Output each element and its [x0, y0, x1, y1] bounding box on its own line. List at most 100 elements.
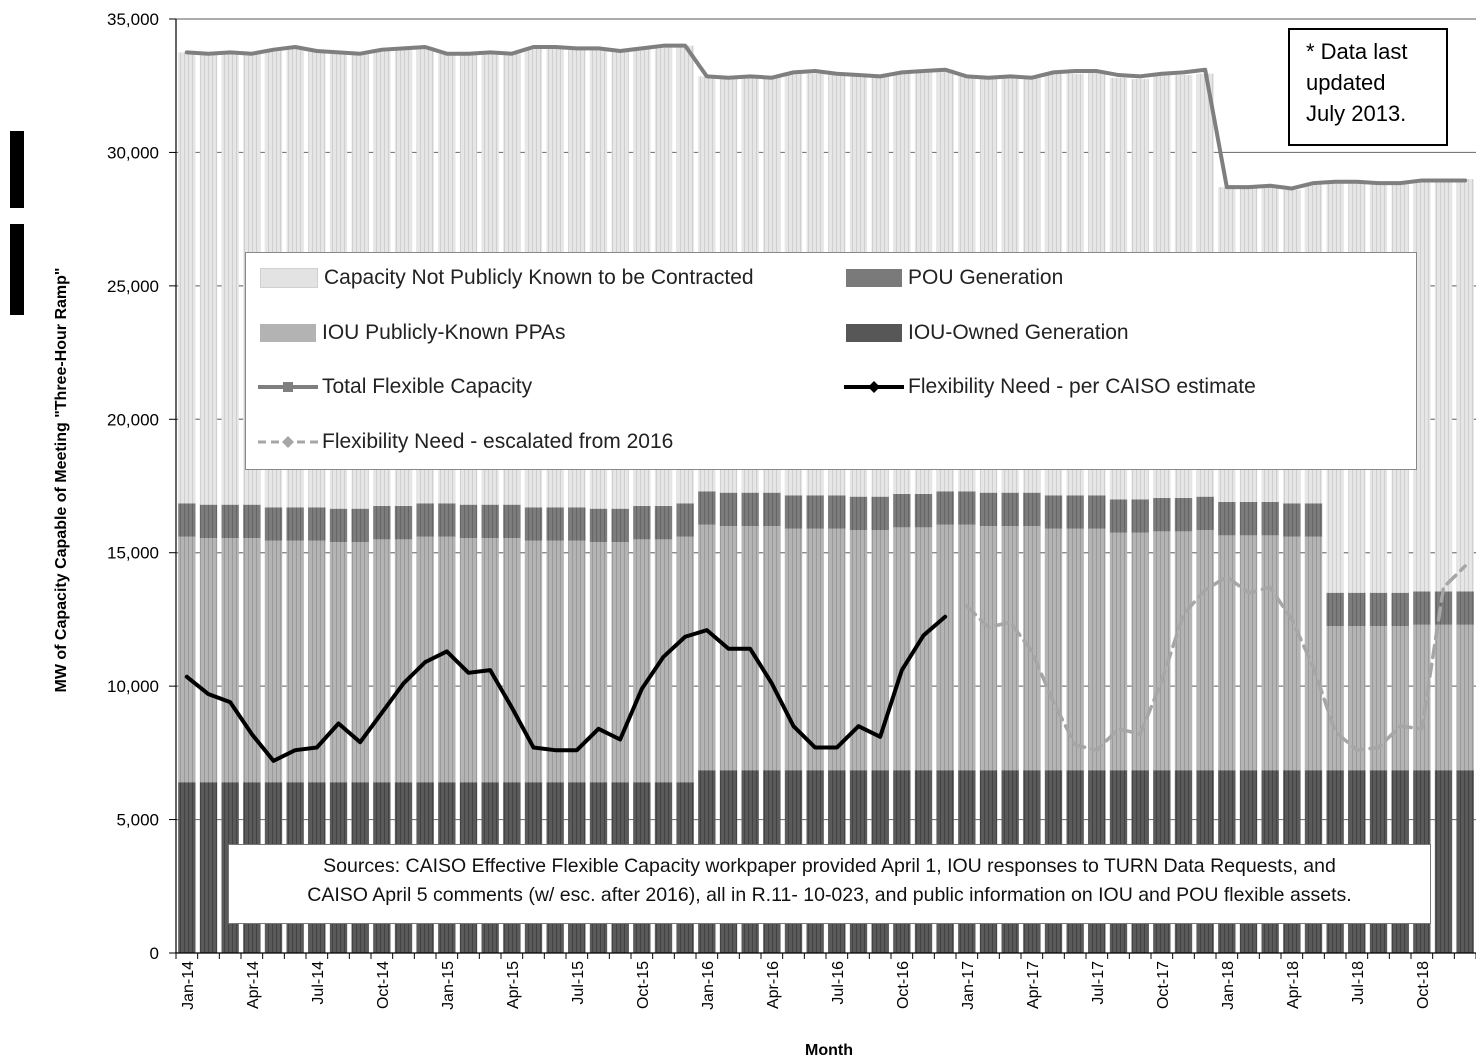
bar-segment-iou-ppa: [1391, 626, 1409, 771]
x-tick-label: Jul-15: [570, 961, 587, 1005]
bar-segment-pou: [308, 507, 326, 541]
bar-segment-iou-ppa: [1001, 526, 1019, 771]
bar-segment-iou-ppa: [1109, 532, 1128, 771]
bar-segment-iou-ppa: [1434, 624, 1453, 771]
bar-segment-iou-ppa: [698, 524, 716, 771]
legend-item-iou-owned: IOU-Owned Generation: [846, 320, 1129, 346]
bar-segment-iou-ppa: [1239, 535, 1258, 771]
bar-segment-iou-ppa: [914, 527, 933, 771]
bar-segment-iou-owned: [1434, 770, 1453, 953]
bar-segment-pou: [546, 507, 564, 541]
x-tick-label: Apr-15: [505, 961, 522, 1009]
bar-segment-iou-ppa: [633, 539, 651, 783]
x-tick-label: Oct-16: [895, 961, 912, 1009]
bar-segment-pou: [1218, 502, 1236, 536]
bar-segment-pou: [481, 504, 499, 539]
bar-segment-pou: [828, 495, 846, 529]
bar-segment-iou-ppa: [503, 538, 521, 783]
bar-segment-not-contracted: [1413, 180, 1431, 592]
bar-segment-iou-ppa: [1066, 528, 1084, 771]
bar-segment-pou: [1413, 591, 1431, 625]
bar-segment-not-contracted: [1434, 179, 1453, 592]
bar-segment-iou-ppa: [654, 539, 673, 783]
bar-segment-iou-ppa: [416, 536, 434, 783]
bar-segment-pou: [784, 495, 803, 529]
bar-segment-pou: [1023, 492, 1041, 527]
y-tick-label: 20,000: [107, 410, 159, 429]
x-tick-label: Oct-18: [1415, 961, 1432, 1009]
x-tick-label: Jan-16: [700, 961, 717, 1010]
bar-segment-pou: [914, 494, 933, 528]
bar-segment-iou-ppa: [871, 530, 889, 771]
bar-segment-pou: [568, 507, 586, 541]
legend-label-need-escalated: Flexibility Need - escalated from 2016: [322, 430, 674, 453]
bar-segment-pou: [958, 491, 976, 525]
bar-segment-pou: [1088, 495, 1106, 529]
bar-segment-iou-ppa: [264, 540, 283, 783]
bar-segment-iou-ppa: [936, 524, 954, 771]
bar-segment-not-contracted: [1456, 179, 1474, 592]
bar-segment-iou-ppa: [1283, 536, 1301, 771]
x-tick-label: Apr-14: [245, 961, 262, 1009]
bar-segment-iou-ppa: [806, 528, 824, 771]
bar-segment-pou: [633, 506, 651, 540]
legend-item-need-caiso: Flexibility Need - per CAISO estimate: [844, 374, 1256, 400]
bar-segment-iou-ppa: [1153, 531, 1171, 771]
bar-segment-pou: [1109, 499, 1128, 533]
bar-segment-iou-ppa: [199, 538, 218, 783]
bar-segment-iou-owned: [1456, 770, 1474, 953]
bar-segment-iou-ppa: [1348, 626, 1366, 771]
x-axis-title: Month: [805, 1042, 853, 1059]
legend-item-total: Total Flexible Capacity: [258, 374, 532, 400]
bar-segment-iou-ppa: [849, 530, 868, 771]
bar-segment-iou-ppa: [373, 539, 391, 783]
bar-segment-iou-ppa: [958, 524, 976, 771]
bar-segment-pou: [676, 503, 694, 537]
bar-segment-pou: [373, 506, 391, 540]
bar-segment-iou-ppa: [1326, 626, 1344, 771]
bar-segment-pou: [1326, 592, 1344, 627]
bar-segment-pou: [243, 504, 261, 539]
bar-segment-iou-ppa: [481, 538, 499, 783]
sources-note: Sources: CAISO Effective Flexible Capaci…: [228, 844, 1431, 924]
bar-segment-iou-ppa: [1456, 624, 1474, 771]
bar-segment-pou: [1283, 503, 1301, 537]
bar-segment-iou-ppa: [438, 536, 456, 783]
bar-segment-iou-ppa: [1413, 624, 1431, 771]
y-tick-label: 30,000: [107, 143, 159, 162]
bar-segment-iou-ppa: [243, 538, 261, 783]
bar-segment-pou: [178, 503, 196, 537]
bar-segment-iou-ppa: [1369, 626, 1388, 771]
line-total: [184, 43, 1468, 191]
x-tick-label: Apr-16: [765, 961, 782, 1009]
bar-segment-pou: [1066, 495, 1084, 529]
bar-segment-not-contracted: [178, 52, 196, 504]
legend-label-pou: POU Generation: [908, 266, 1064, 289]
line-need-escalated: [965, 564, 1467, 752]
bar-segment-iou-ppa: [676, 536, 694, 783]
bar-segment-iou-ppa: [1023, 526, 1041, 771]
bar-segment-pou: [719, 492, 738, 527]
series-lines: [184, 43, 1468, 763]
bar-segment-iou-ppa: [524, 540, 543, 783]
y-tick-label: 10,000: [107, 677, 159, 696]
legend-swatch-not-contracted: [260, 268, 318, 288]
bar-segment-pou: [1456, 591, 1474, 625]
bar-segment-pou: [1174, 498, 1193, 532]
redaction-bar-bottom: [10, 224, 24, 315]
bar-segment-iou-owned: [199, 782, 218, 953]
legend: Capacity Not Publicly Known to be Contra…: [245, 252, 1417, 470]
x-tick-label: Apr-17: [1025, 961, 1042, 1009]
bar-segment-pou: [611, 508, 629, 543]
legend-label-iou-owned: IOU-Owned Generation: [908, 321, 1129, 344]
note-line-2: updated: [1306, 70, 1386, 95]
bar-segment-pou: [1304, 503, 1323, 537]
legend-label-total: Total Flexible Capacity: [322, 375, 533, 398]
bar-segment-pou: [329, 508, 348, 543]
bar-segment-iou-ppa: [394, 539, 413, 783]
bar-segment-pou: [459, 504, 478, 539]
sources-line-1: Sources: CAISO Effective Flexible Capaci…: [323, 855, 1336, 877]
x-tick-label: Jan-17: [960, 961, 977, 1010]
x-tick-label: Jul-17: [1090, 961, 1107, 1005]
line-need-caiso: [184, 614, 948, 763]
